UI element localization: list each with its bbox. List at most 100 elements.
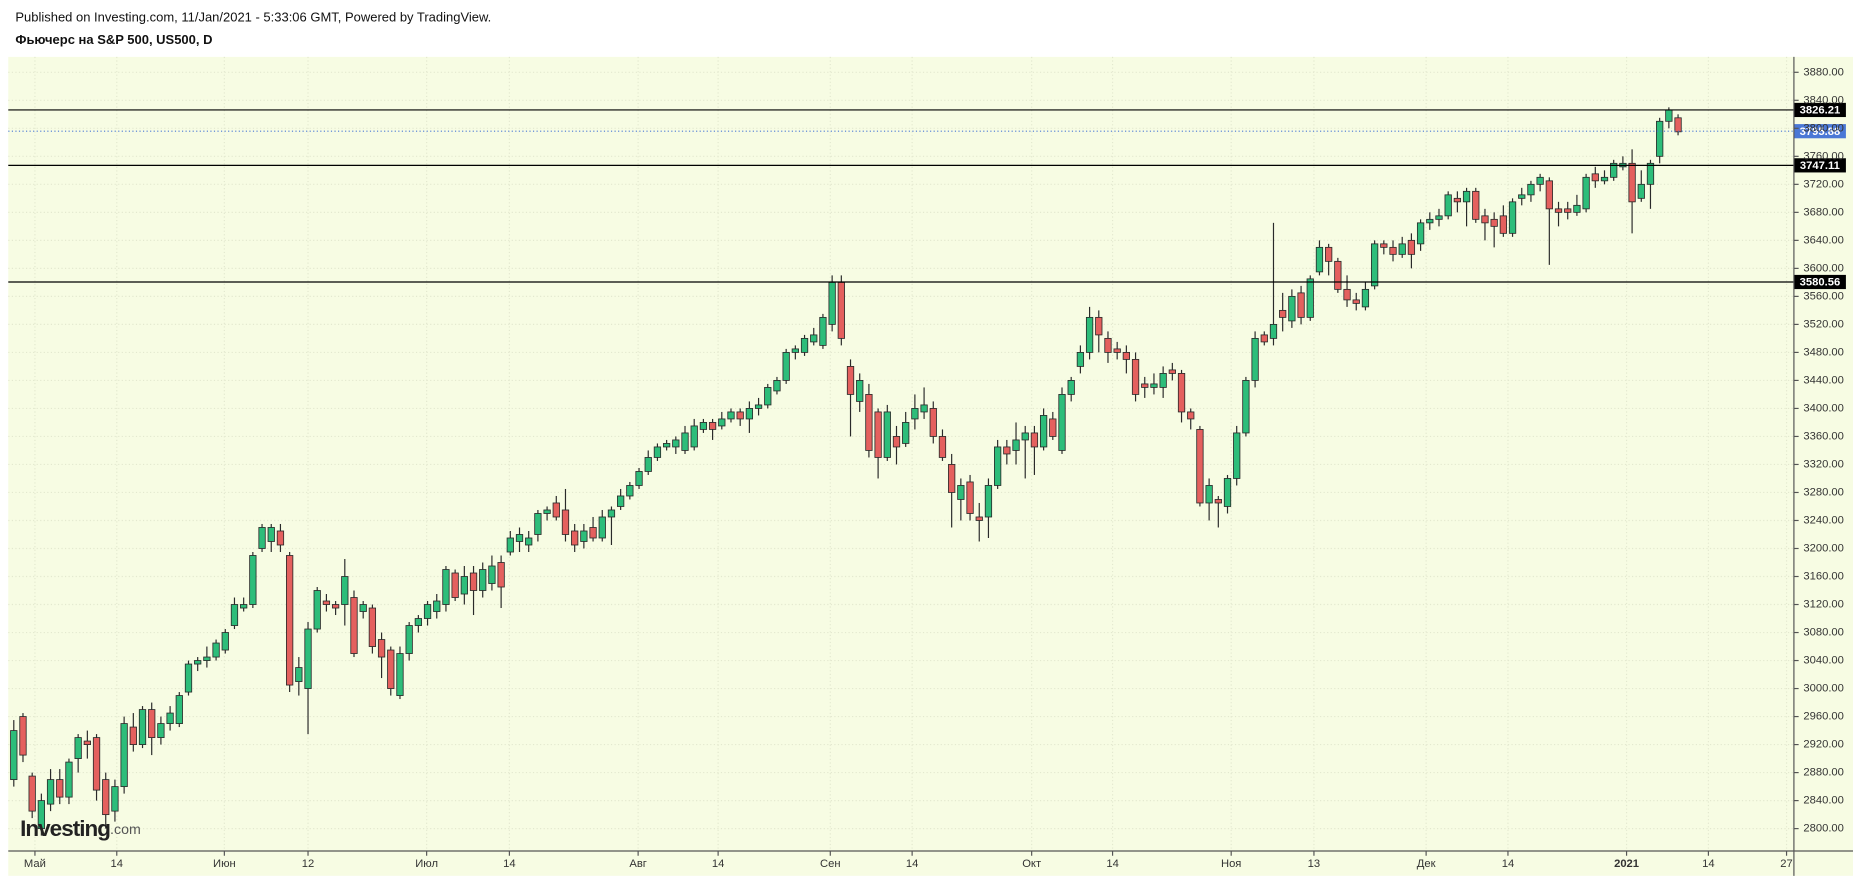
candle-body [626,485,634,497]
candle-body [175,695,183,724]
candle-body [1545,180,1553,210]
subtitle: Published on Investing.com, 11/Jan/2021 … [15,9,491,24]
candle-body [1279,309,1287,318]
x-tick-label: 27 [1780,858,1792,870]
candle-body [718,418,726,427]
y-tick-label: 3040.00 [1803,655,1844,667]
x-tick-label: 14 [906,858,918,870]
candle-body [1628,162,1636,203]
candle-body [1591,173,1599,182]
candle-body [791,348,799,353]
candle-body [1444,194,1452,217]
candle-body [552,502,560,518]
candle-body [1600,176,1609,182]
candle-body [1416,222,1425,245]
overlay: 3826.21 3747.11 3580.56 3795.88 [8,102,1846,290]
candle-body [258,527,266,549]
candle-body [1141,383,1149,388]
candle-body [1334,260,1342,290]
candle-body [745,408,754,420]
candle-body [1656,120,1664,157]
x-tick-label: 14 [1702,858,1714,870]
candle-body [607,509,616,518]
level-tag [1793,102,1846,118]
candle-body [442,569,450,605]
candle-body [322,600,331,605]
y-tick-label: 3520.00 [1803,318,1844,330]
x-tick-label: Июл [415,858,438,870]
candle-body [892,436,901,448]
candle-body [221,632,229,651]
candle-body [1214,499,1222,504]
candle-body [800,337,809,353]
candle-body [1481,215,1489,224]
candle-body [313,590,321,630]
candle-body [1665,109,1673,122]
candle-body [506,537,514,553]
candle-body [194,660,202,665]
y-tick-label: 2840.00 [1803,795,1844,807]
candle-body [295,667,303,682]
candle-body [10,730,18,781]
y-tick-label: 3800.00 [1803,122,1844,134]
candle-body [856,380,864,402]
candle-body [423,604,432,619]
candle-body [1453,197,1462,203]
y-tick-label: 2960.00 [1803,711,1844,723]
candle-body [350,597,358,654]
x-tick-label: Сен [820,858,841,870]
candle-body [929,408,937,437]
level-tag-label: 3747.11 [1800,160,1840,172]
candle-body [396,653,404,696]
x-tick-label: 14 [503,858,515,870]
candle-body [1646,162,1655,185]
candle-body [883,411,891,458]
x-tick-label: Окт [1022,858,1041,870]
candle-body [920,404,928,413]
candle-body [681,432,689,451]
candle-body [1352,299,1360,304]
candle-body [635,471,643,486]
candle-body [1490,218,1498,227]
level-tag [1793,158,1846,173]
candle-body [543,509,551,514]
candle-body [1104,337,1112,353]
candle-body [1536,176,1544,185]
candle-body [276,530,285,546]
candle-body [1223,478,1232,507]
candle-body [1499,215,1507,234]
candle-body [1325,246,1333,262]
y-tick-label: 3120.00 [1803,598,1844,610]
candle-body [865,394,873,451]
candle-body [120,723,128,788]
y-tick-label: 3560.00 [1803,290,1844,302]
candle-body [782,351,790,381]
candle-body [708,422,717,430]
candle-body [874,411,882,458]
x-tick-label: 14 [111,858,123,870]
y-tick-label: 3440.00 [1803,374,1844,386]
candle-body [1674,117,1682,133]
level-tag [1793,274,1846,290]
candle-body [598,516,606,539]
candle-body [1610,162,1618,178]
x-tick-label: Ноя [1221,858,1241,870]
candle-body [966,481,974,514]
candle-body [1177,373,1186,413]
candle-body [405,625,413,654]
x-tick-label: 2021 [1614,858,1639,870]
candle-body [819,316,827,346]
candles [10,107,1682,836]
candle-body [1021,432,1029,441]
y-tick-label: 3680.00 [1803,206,1844,218]
candle-body [1389,246,1397,255]
last-price-label: 3795.88 [1800,126,1841,138]
candle-body [1361,288,1370,308]
candle-body [1527,183,1535,196]
candle-body [1573,204,1581,213]
candle-body [1058,394,1066,451]
candle-body [1159,373,1167,388]
y-tick-label: 3640.00 [1803,234,1844,246]
candle-body [83,740,91,745]
candle-body [28,775,36,812]
